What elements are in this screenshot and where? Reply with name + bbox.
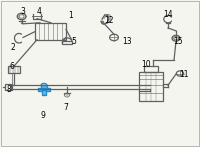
Bar: [35, 23, 66, 40]
Text: 15: 15: [173, 37, 183, 46]
Bar: [5, 84, 12, 90]
Text: 5: 5: [72, 37, 76, 46]
Text: 2: 2: [11, 42, 15, 52]
Bar: [41, 85, 47, 88]
Bar: [139, 72, 163, 101]
Text: 13: 13: [122, 37, 132, 46]
Text: 7: 7: [64, 103, 68, 112]
Text: 9: 9: [41, 111, 45, 120]
Text: 14: 14: [163, 10, 173, 19]
Text: 4: 4: [37, 7, 41, 16]
Bar: [62, 41, 72, 44]
Bar: [38, 88, 50, 91]
Text: 10: 10: [141, 60, 151, 69]
Bar: [144, 66, 158, 72]
Text: 11: 11: [179, 70, 189, 79]
Text: 6: 6: [10, 62, 14, 71]
Bar: [8, 66, 20, 73]
Text: 8: 8: [7, 85, 11, 94]
Text: 1: 1: [69, 11, 73, 20]
Text: 3: 3: [21, 7, 25, 16]
Text: 12: 12: [104, 16, 114, 25]
Bar: [42, 90, 46, 95]
